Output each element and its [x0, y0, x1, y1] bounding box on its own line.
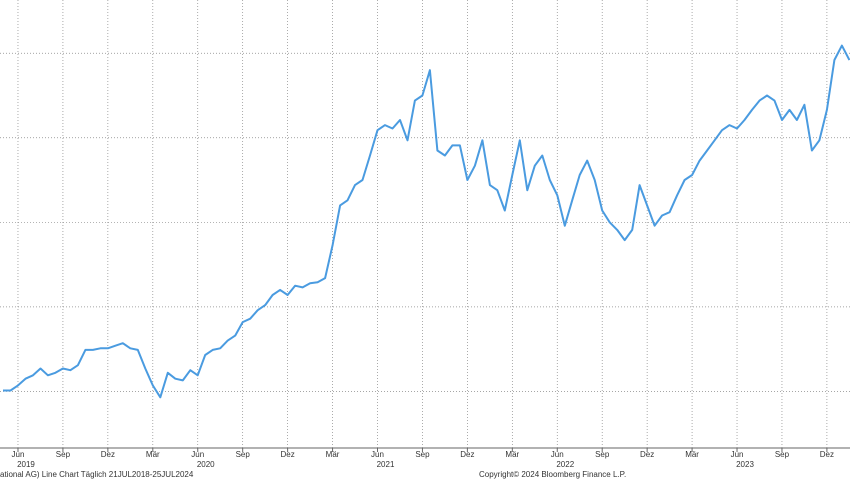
year-label: 2019 — [17, 460, 35, 469]
footer-left: ational AG) Line Chart Täglich 21JUL2018… — [0, 470, 194, 479]
x-tick-label: Dez — [101, 450, 115, 459]
x-tick-label: Jun — [371, 450, 384, 459]
x-tick-label: Sep — [775, 450, 790, 459]
year-label: 2023 — [736, 460, 754, 469]
x-tick-label: Jun — [12, 450, 25, 459]
x-tick-label: Dez — [640, 450, 654, 459]
x-tick-label: Mär — [505, 450, 519, 459]
year-label: 2022 — [556, 460, 574, 469]
x-tick-label: Dez — [460, 450, 474, 459]
x-tick-label: Sep — [236, 450, 251, 459]
x-tick-label: Dez — [820, 450, 834, 459]
x-tick-label: Mär — [685, 450, 699, 459]
x-tick-label: Mär — [326, 450, 340, 459]
footer-right: Copyright© 2024 Bloomberg Finance L.P. — [479, 470, 626, 479]
x-tick-label: Sep — [56, 450, 71, 459]
line-series — [3, 44, 850, 399]
x-tick-label: Jun — [551, 450, 564, 459]
x-tick-label: Dez — [281, 450, 295, 459]
year-label: 2020 — [197, 460, 215, 469]
x-tick-label: Sep — [595, 450, 610, 459]
x-tick-label: Jun — [731, 450, 744, 459]
x-tick-label: Sep — [415, 450, 430, 459]
year-label: 2021 — [377, 460, 395, 469]
x-tick-label: Mär — [146, 450, 160, 459]
x-tick-label: Jun — [191, 450, 204, 459]
